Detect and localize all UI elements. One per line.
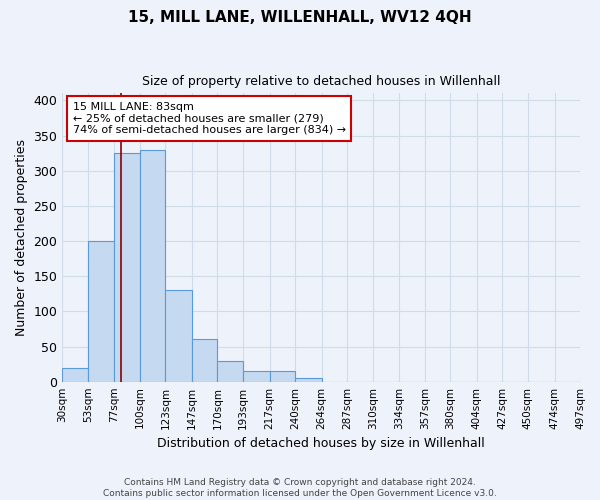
- Bar: [192, 340, 217, 382]
- Bar: [217, 360, 243, 382]
- Text: Contains HM Land Registry data © Crown copyright and database right 2024.
Contai: Contains HM Land Registry data © Crown c…: [103, 478, 497, 498]
- Text: 15 MILL LANE: 83sqm
← 25% of detached houses are smaller (279)
74% of semi-detac: 15 MILL LANE: 83sqm ← 25% of detached ho…: [73, 102, 346, 135]
- Bar: [140, 150, 166, 382]
- Bar: [166, 290, 192, 382]
- Title: Size of property relative to detached houses in Willenhall: Size of property relative to detached ho…: [142, 75, 500, 88]
- X-axis label: Distribution of detached houses by size in Willenhall: Distribution of detached houses by size …: [157, 437, 485, 450]
- Bar: [115, 153, 140, 382]
- Bar: [88, 241, 115, 382]
- Text: 15, MILL LANE, WILLENHALL, WV12 4QH: 15, MILL LANE, WILLENHALL, WV12 4QH: [128, 10, 472, 25]
- Bar: [243, 371, 269, 382]
- Y-axis label: Number of detached properties: Number of detached properties: [15, 139, 28, 336]
- Bar: [62, 368, 88, 382]
- Bar: [295, 378, 322, 382]
- Bar: [269, 371, 295, 382]
